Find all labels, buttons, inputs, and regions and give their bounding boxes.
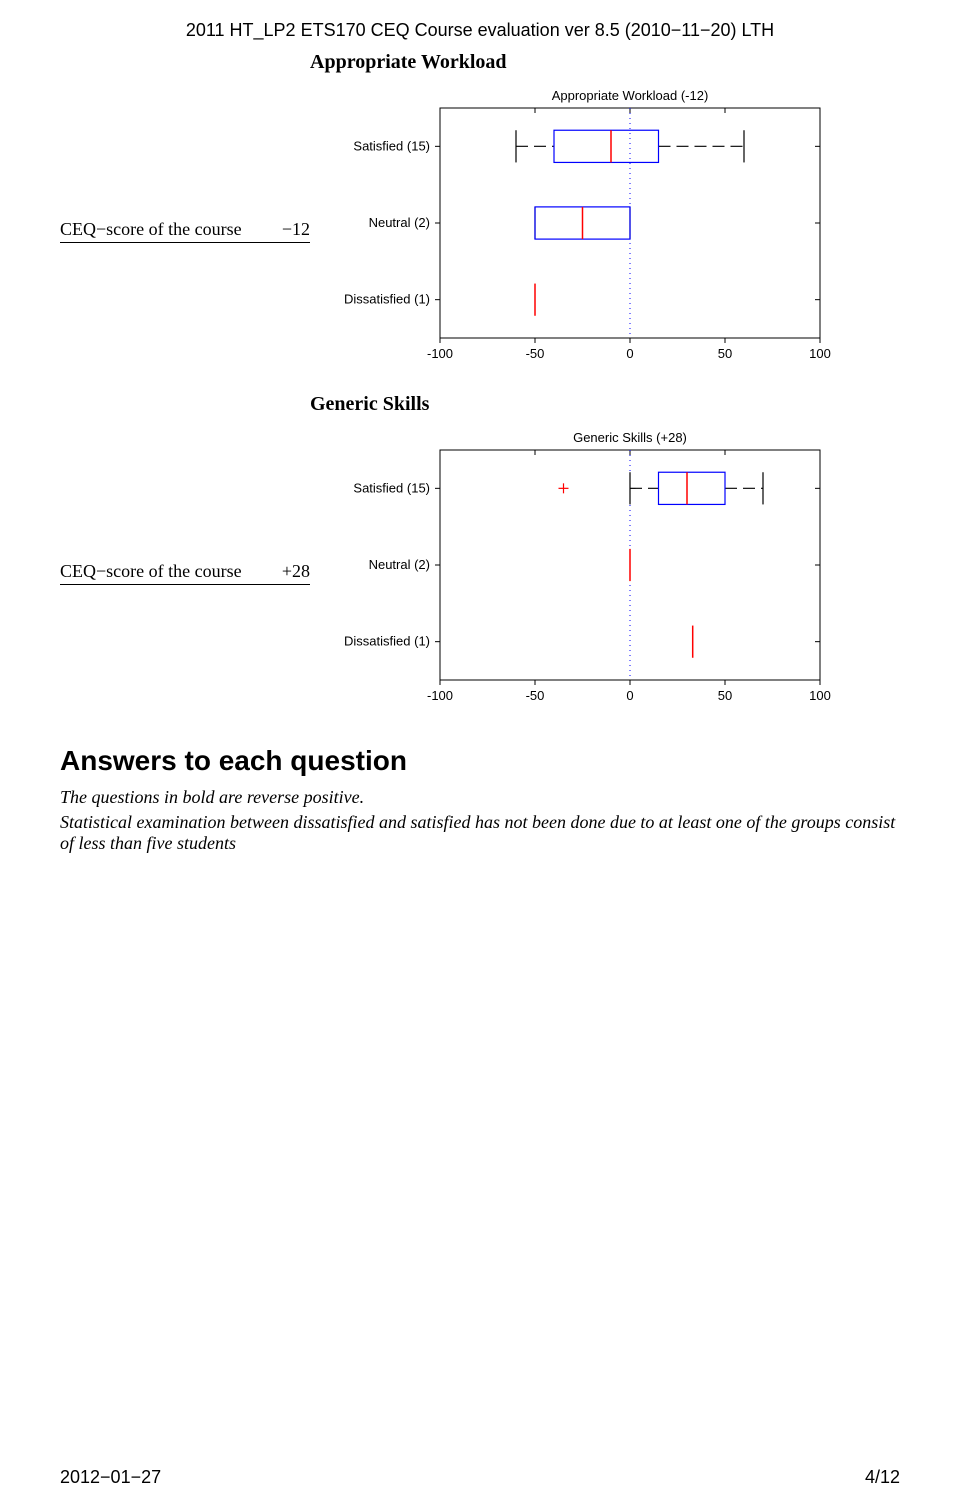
section-title-workload: Appropriate Workload <box>310 51 900 74</box>
score-label: CEQ−score of the course <box>60 561 242 582</box>
svg-text:50: 50 <box>718 688 732 703</box>
answers-heading: Answers to each question <box>60 745 900 777</box>
score-block-workload: CEQ−score of the course −12 <box>60 219 320 243</box>
svg-text:0: 0 <box>626 346 633 361</box>
svg-text:Satisfied (15): Satisfied (15) <box>353 480 430 495</box>
svg-text:Satisfied (15): Satisfied (15) <box>353 138 430 153</box>
svg-text:50: 50 <box>718 346 732 361</box>
footer-date: 2012−01−27 <box>60 1467 161 1488</box>
svg-text:Neutral (2): Neutral (2) <box>369 557 430 572</box>
svg-text:-100: -100 <box>427 688 453 703</box>
svg-text:Neutral (2): Neutral (2) <box>369 215 430 230</box>
note-reverse-positive: The questions in bold are reverse positi… <box>60 787 900 808</box>
svg-text:Appropriate Workload (-12): Appropriate Workload (-12) <box>552 88 709 103</box>
svg-text:0: 0 <box>626 688 633 703</box>
score-value: +28 <box>282 561 310 582</box>
svg-text:Dissatisfied (1): Dissatisfied (1) <box>344 292 430 307</box>
svg-text:Generic Skills (+28): Generic Skills (+28) <box>573 430 687 445</box>
chart-workload: Appropriate Workload (-12) -100 -50 0 50 100 S… <box>320 78 840 383</box>
footer-page-number: 4/12 <box>865 1467 900 1488</box>
chart-generic: Generic Skills (+28) -100 -50 0 50 100 Satisfi… <box>320 420 840 725</box>
svg-text:100: 100 <box>809 688 831 703</box>
score-block-generic: CEQ−score of the course +28 <box>60 561 320 585</box>
page-header: 2011 HT_LP2 ETS170 CEQ Course evaluation… <box>60 20 900 41</box>
svg-text:-50: -50 <box>526 346 545 361</box>
section-generic: Generic Skills CEQ−score of the course +… <box>60 393 900 725</box>
svg-text:100: 100 <box>809 346 831 361</box>
svg-text:Dissatisfied (1): Dissatisfied (1) <box>344 634 430 649</box>
page: 2011 HT_LP2 ETS170 CEQ Course evaluation… <box>0 0 960 1512</box>
note-stat-exam: Statistical examination between dissatis… <box>60 812 900 854</box>
svg-text:-100: -100 <box>427 346 453 361</box>
section-workload: Appropriate Workload CEQ−score of the co… <box>60 51 900 383</box>
score-label: CEQ−score of the course <box>60 219 242 240</box>
svg-text:-50: -50 <box>526 688 545 703</box>
score-value: −12 <box>282 219 310 240</box>
section-title-generic: Generic Skills <box>310 393 900 416</box>
page-footer: 2012−01−27 4/12 <box>60 1467 900 1488</box>
